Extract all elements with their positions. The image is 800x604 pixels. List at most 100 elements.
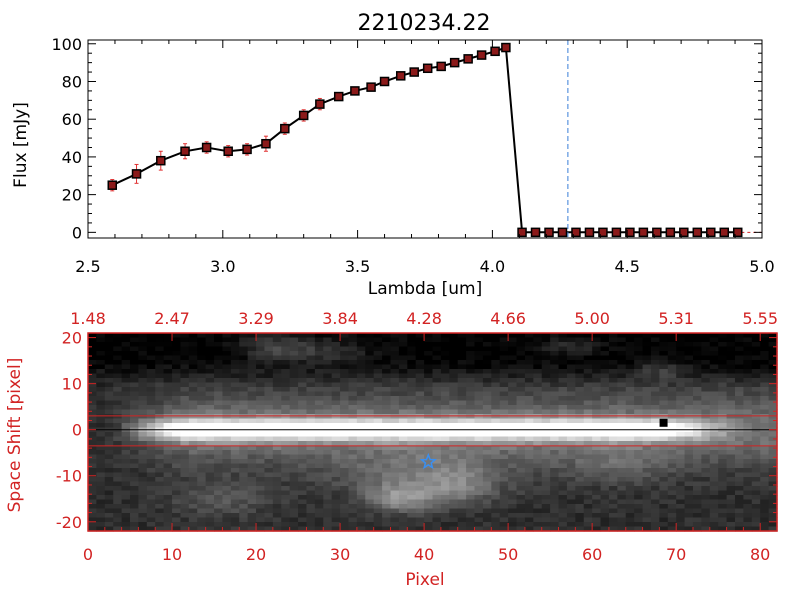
spectrum-plot-area bbox=[107, 40, 762, 238]
image-pixel bbox=[701, 337, 711, 343]
image-pixel bbox=[575, 481, 585, 487]
image-pixel bbox=[239, 517, 249, 523]
image-pixel bbox=[239, 454, 249, 460]
image-pixel bbox=[676, 423, 686, 429]
image-pixel bbox=[566, 423, 576, 429]
image-pixel bbox=[432, 504, 442, 510]
image-pixel bbox=[575, 409, 585, 415]
image-pixel bbox=[701, 495, 711, 501]
image-pixel bbox=[163, 445, 173, 451]
image-pixel bbox=[306, 477, 316, 483]
image-pixel bbox=[466, 355, 476, 361]
image-pixel bbox=[373, 360, 383, 366]
image-pixel bbox=[701, 360, 711, 366]
image-pixel bbox=[289, 522, 299, 528]
image-pixel bbox=[121, 463, 131, 469]
image-pixel bbox=[96, 432, 106, 438]
image-pixel bbox=[541, 490, 551, 496]
image-pixel bbox=[692, 517, 702, 523]
image-pixel bbox=[130, 436, 140, 442]
image-pixel bbox=[726, 472, 736, 478]
image-pixel bbox=[440, 369, 450, 375]
image-pixel bbox=[566, 441, 576, 447]
image-pixel bbox=[256, 436, 266, 442]
image-pixel bbox=[130, 382, 140, 388]
x-tick-label: 0 bbox=[83, 545, 93, 564]
image-pixel bbox=[373, 355, 383, 361]
image-pixel bbox=[625, 346, 635, 352]
image-pixel bbox=[146, 409, 156, 415]
image-pixel bbox=[230, 450, 240, 456]
image-pixel bbox=[163, 463, 173, 469]
image-pixel bbox=[222, 391, 232, 397]
image-pixel bbox=[239, 495, 249, 501]
image-pixel bbox=[340, 513, 350, 519]
image-pixel bbox=[768, 387, 778, 393]
image-pixel bbox=[432, 477, 442, 483]
image-pixel bbox=[541, 414, 551, 420]
image-pixel bbox=[516, 441, 526, 447]
image-pixel bbox=[188, 409, 198, 415]
image-pixel bbox=[449, 508, 459, 514]
image-pixel bbox=[533, 454, 543, 460]
image-pixel bbox=[348, 490, 358, 496]
image-pixel bbox=[760, 486, 770, 492]
image-pixel bbox=[432, 351, 442, 357]
image-pixel bbox=[760, 391, 770, 397]
image-pixel bbox=[373, 396, 383, 402]
image-pixel bbox=[197, 387, 207, 393]
image-pixel bbox=[331, 468, 341, 474]
image-pixel bbox=[256, 414, 266, 420]
image-pixel bbox=[298, 450, 308, 456]
image-pixel bbox=[314, 405, 324, 411]
image-pixel bbox=[264, 472, 274, 478]
image-pixel bbox=[96, 526, 106, 532]
image-pixel bbox=[676, 459, 686, 465]
image-pixel bbox=[281, 517, 291, 523]
image-pixel bbox=[566, 508, 576, 514]
image-pixel bbox=[751, 414, 761, 420]
image-pixel bbox=[751, 360, 761, 366]
image-pixel bbox=[289, 382, 299, 388]
image-pixel bbox=[600, 351, 610, 357]
image-pixel bbox=[667, 355, 677, 361]
image-pixel bbox=[323, 391, 333, 397]
image-pixel bbox=[365, 364, 375, 370]
image-pixel bbox=[650, 441, 660, 447]
image-pixel bbox=[718, 387, 728, 393]
image-pixel bbox=[188, 481, 198, 487]
image-pixel bbox=[667, 423, 677, 429]
image-pixel bbox=[323, 436, 333, 442]
image-pixel bbox=[298, 432, 308, 438]
image-pixel bbox=[272, 499, 282, 505]
image-pixel bbox=[390, 400, 400, 406]
image-pixel bbox=[331, 387, 341, 393]
image-pixel bbox=[608, 504, 618, 510]
image-pixel bbox=[172, 364, 182, 370]
image-pixel bbox=[508, 499, 518, 505]
image-pixel bbox=[751, 513, 761, 519]
image-pixel bbox=[566, 499, 576, 505]
image-pixel bbox=[298, 391, 308, 397]
image-pixel bbox=[415, 418, 425, 424]
image-pixel bbox=[550, 481, 560, 487]
image-pixel bbox=[692, 450, 702, 456]
image-pixel bbox=[398, 450, 408, 456]
image-pixel bbox=[550, 423, 560, 429]
image-pixel bbox=[726, 454, 736, 460]
image-pixel bbox=[684, 414, 694, 420]
image-pixel bbox=[440, 396, 450, 402]
image-pixel bbox=[138, 378, 148, 384]
image-pixel bbox=[600, 459, 610, 465]
image-pixel bbox=[415, 396, 425, 402]
image-pixel bbox=[96, 441, 106, 447]
image-pixel bbox=[642, 508, 652, 514]
image-pixel bbox=[197, 481, 207, 487]
image-pixel bbox=[508, 355, 518, 361]
image-pixel bbox=[592, 387, 602, 393]
image-pixel bbox=[432, 445, 442, 451]
image-pixel bbox=[365, 504, 375, 510]
image-pixel bbox=[407, 391, 417, 397]
image-pixel bbox=[734, 454, 744, 460]
image-pixel bbox=[718, 369, 728, 375]
